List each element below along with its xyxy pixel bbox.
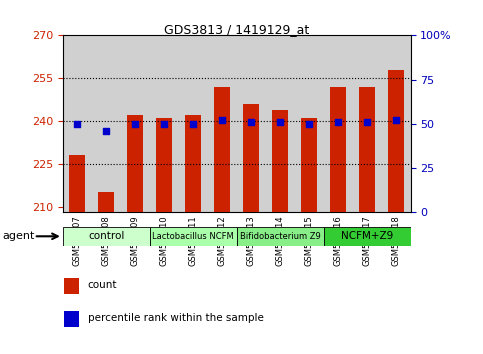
Bar xyxy=(121,35,150,212)
Text: Lactobacillus NCFM: Lactobacillus NCFM xyxy=(152,232,234,241)
Bar xyxy=(150,35,179,212)
Text: percentile rank within the sample: percentile rank within the sample xyxy=(87,313,263,323)
Bar xyxy=(237,227,324,246)
Bar xyxy=(382,35,411,212)
Point xyxy=(363,119,371,125)
Bar xyxy=(243,104,259,212)
Bar xyxy=(150,227,237,246)
Bar xyxy=(208,35,237,212)
Bar xyxy=(185,115,201,212)
Bar xyxy=(324,227,411,246)
Point xyxy=(131,121,139,127)
Bar xyxy=(64,311,79,326)
Bar xyxy=(359,87,375,212)
Bar xyxy=(70,155,85,212)
Bar xyxy=(156,118,172,212)
Bar xyxy=(330,87,346,212)
Bar xyxy=(63,227,150,246)
Bar xyxy=(63,35,92,212)
Bar xyxy=(99,193,114,212)
Point xyxy=(276,119,284,125)
Point xyxy=(247,119,255,125)
Bar xyxy=(353,35,382,212)
Bar xyxy=(64,278,79,294)
Text: agent: agent xyxy=(2,232,35,241)
Point xyxy=(305,121,313,127)
Point xyxy=(73,121,81,127)
Bar xyxy=(214,87,230,212)
Bar xyxy=(266,35,295,212)
Bar xyxy=(295,35,324,212)
Text: GDS3813 / 1419129_at: GDS3813 / 1419129_at xyxy=(164,23,309,36)
Bar xyxy=(237,35,266,212)
Bar xyxy=(92,35,121,212)
Text: count: count xyxy=(87,280,117,290)
Text: NCFM+Z9: NCFM+Z9 xyxy=(341,231,393,241)
Point xyxy=(189,121,197,127)
Text: Bifidobacterium Z9: Bifidobacterium Z9 xyxy=(240,232,321,241)
Point xyxy=(160,121,168,127)
Point xyxy=(334,119,342,125)
Point xyxy=(218,118,226,123)
Bar xyxy=(324,35,353,212)
Bar xyxy=(272,110,288,212)
Bar xyxy=(301,118,317,212)
Bar xyxy=(388,70,404,212)
Bar xyxy=(179,35,208,212)
Point xyxy=(102,128,110,134)
Point xyxy=(392,118,400,123)
Bar xyxy=(128,115,143,212)
Text: control: control xyxy=(88,231,125,241)
